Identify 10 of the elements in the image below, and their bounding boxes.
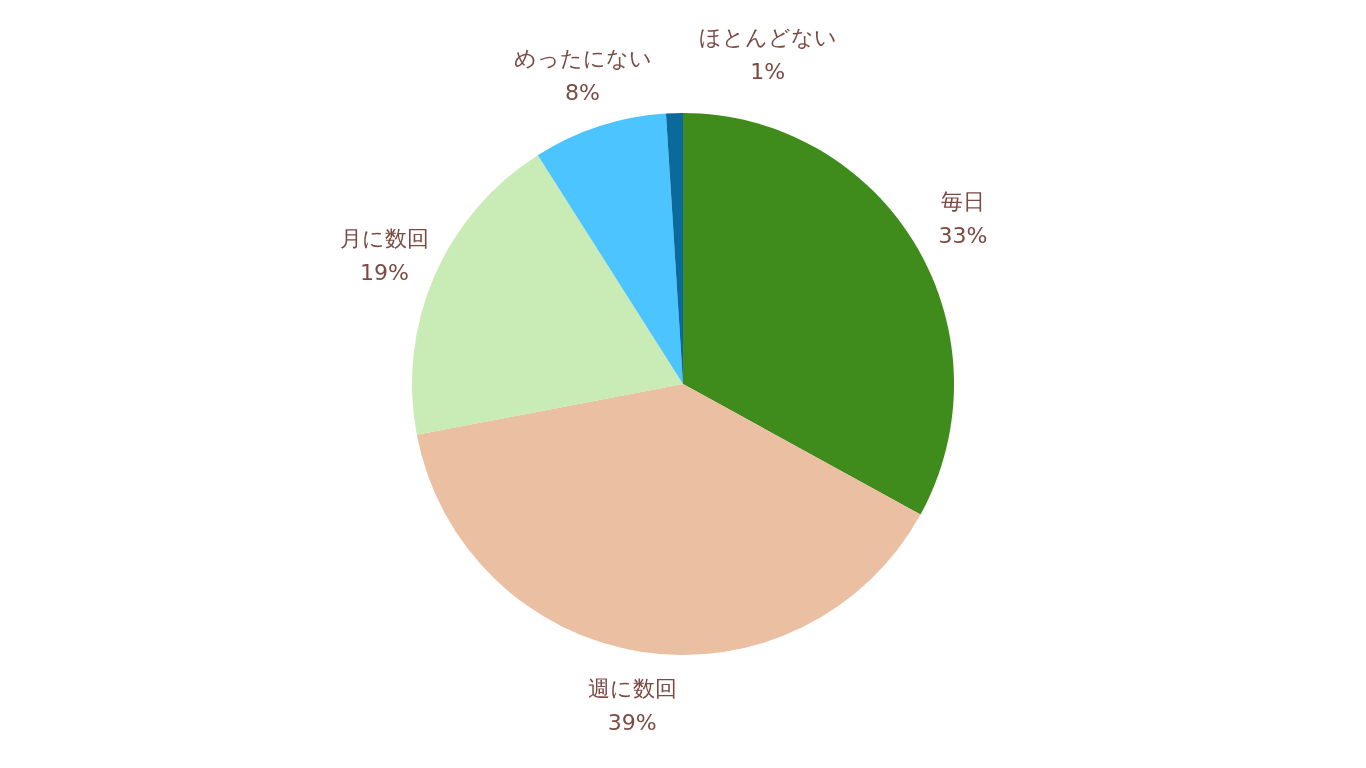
data-label: 19% [360,259,409,285]
data-label: 39% [607,710,657,736]
data-label: 8% [565,79,600,105]
slice-label: 毎日 [940,189,985,215]
data-label: 33% [938,223,988,249]
slice-label: 月に数回 [340,225,430,251]
slice-label: ほとんどない [698,24,837,50]
slice-label: 週に数回 [587,676,677,702]
slice-label: めったにない [513,45,652,71]
data-label: 1% [750,58,786,84]
